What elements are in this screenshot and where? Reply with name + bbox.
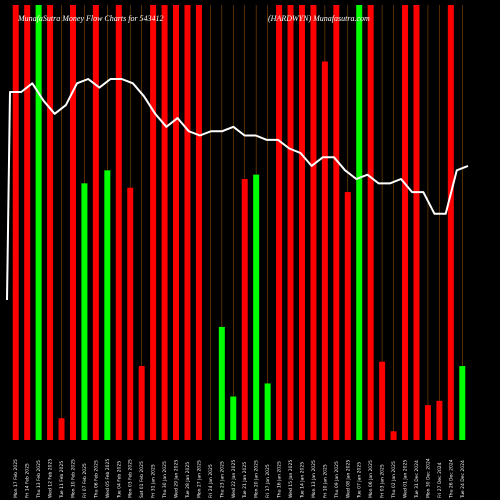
money-flow-bar	[12, 5, 19, 440]
money-flow-bar	[390, 431, 397, 440]
x-tick-label: Fri 17 Jan 2025	[265, 464, 271, 498]
money-flow-bar	[310, 5, 317, 440]
money-flow-bar	[253, 174, 260, 440]
x-tick-label: Tue 24 Dec 2024	[460, 460, 466, 499]
money-flow-bar	[276, 5, 283, 440]
x-tick-label: Thu 13 Feb 2025	[36, 460, 42, 499]
money-flow-bar	[127, 187, 134, 440]
x-tick-label: Fri 24 Jan 2025	[208, 464, 214, 498]
chart-header-left: MunafaSutra Money Flow Charts for 543412	[17, 14, 164, 23]
x-tick-label: Mon 30 Dec 2024	[425, 458, 431, 498]
money-flow-bar	[92, 5, 99, 440]
money-flow-bar	[173, 5, 180, 440]
price-line	[6, 78, 469, 301]
x-tick-label: Wed 05 Feb 2025	[105, 459, 111, 498]
x-tick-label: Fri 10 Jan 2025	[322, 464, 328, 498]
money-flow-bar	[35, 5, 42, 440]
x-tick-label: Mon 06 Jan 2025	[368, 460, 374, 498]
money-flow-bar	[150, 5, 157, 440]
money-flow-bar	[264, 383, 271, 440]
x-tick-label: Wed 29 Jan 2025	[174, 460, 180, 498]
bar-layer	[12, 5, 466, 441]
money-flow-bar	[24, 5, 31, 440]
x-tick-label: Mon 10 Feb 2025	[70, 459, 76, 498]
money-flow-bar	[161, 5, 168, 440]
x-tick-label: Wed 15 Jan 2025	[288, 460, 294, 498]
x-tick-label: Wed 01 Jan 2025	[403, 460, 409, 498]
x-tick-label: Tue 31 Dec 2024	[414, 460, 420, 499]
x-tick-label: Tue 14 Jan 2025	[299, 462, 305, 499]
x-tick-label: Tue 11 Feb 2025	[59, 461, 65, 499]
money-flow-bar	[436, 400, 443, 440]
money-flow-bar	[195, 5, 202, 440]
x-tick-label: Mon 17 Feb 2025	[13, 459, 19, 498]
x-tick-label: Fri 07 Feb 2025	[82, 463, 88, 498]
money-flow-bar	[367, 5, 374, 440]
money-flow-bar	[402, 5, 409, 440]
money-flow-bar	[298, 5, 305, 440]
x-tick-label: Thu 23 Jan 2025	[219, 461, 225, 499]
x-tick-label: Mon 27 Jan 2025	[196, 460, 202, 498]
money-flow-bar	[81, 183, 88, 440]
tick-label-layer: Mon 17 Feb 2025 Fri 14 Feb 2025 Thu 13 Feb…	[13, 458, 466, 499]
money-flow-bar	[413, 5, 420, 440]
money-flow-bar	[447, 5, 454, 440]
x-tick-label: Thu 16 Jan 2025	[277, 461, 283, 499]
x-tick-label: Mon 13 Jan 2025	[311, 460, 317, 498]
money-flow-bar	[344, 192, 351, 440]
x-tick-label: Thu 02 Jan 2025	[391, 461, 397, 499]
x-tick-label: Tue 07 Jan 2025	[357, 462, 363, 499]
x-tick-label: Thu 26 Dec 2024	[448, 459, 454, 499]
x-tick-label: Wed 12 Feb 2025	[48, 459, 54, 498]
money-flow-bar	[69, 5, 76, 440]
x-tick-label: Wed 08 Jan 2025	[345, 460, 351, 498]
x-tick-label: Fri 27 Dec 2024	[437, 462, 443, 498]
x-tick-label: Thu 09 Jan 2025	[334, 461, 340, 499]
money-flow-bar	[321, 61, 328, 441]
money-flow-bar	[379, 361, 386, 440]
x-tick-label: Tue 28 Jan 2025	[185, 462, 191, 499]
x-tick-label: Thu 30 Jan 2025	[162, 461, 168, 499]
money-flow-bar	[58, 418, 65, 440]
money-flow-bar	[459, 366, 466, 440]
x-tick-label: Mon 20 Jan 2025	[254, 460, 260, 498]
money-flow-bar	[218, 326, 225, 440]
money-flow-bar	[138, 366, 145, 440]
money-flow-bar	[184, 5, 191, 440]
money-flow-bar	[241, 179, 248, 440]
money-flow-bar	[333, 5, 340, 440]
x-tick-label: Sat 01 Feb 2025	[139, 461, 145, 498]
money-flow-bar	[115, 5, 122, 440]
x-tick-label: Tue 04 Feb 2025	[116, 461, 122, 499]
money-flow-bar	[230, 396, 237, 440]
money-flow-bar	[47, 5, 54, 440]
money-flow-bar	[104, 170, 111, 441]
x-tick-label: Fri 31 Jan 2025	[151, 464, 157, 498]
x-tick-label: Mon 03 Feb 2025	[128, 459, 134, 498]
x-tick-label: Fri 03 Jan 2025	[380, 464, 386, 498]
x-tick-label: Thu 06 Feb 2025	[93, 460, 99, 499]
money-flow-bar	[356, 5, 363, 440]
price-line-layer	[6, 78, 469, 301]
money-flow-bar	[287, 5, 294, 440]
x-tick-label: Fri 14 Feb 2025	[25, 463, 31, 498]
x-tick-label: Wed 22 Jan 2025	[231, 460, 237, 498]
chart-header-right: (HARDWYN) Munafasutra.com	[268, 14, 370, 23]
money-flow-bar	[424, 405, 431, 440]
x-tick-label: Tue 21 Jan 2025	[242, 462, 248, 499]
